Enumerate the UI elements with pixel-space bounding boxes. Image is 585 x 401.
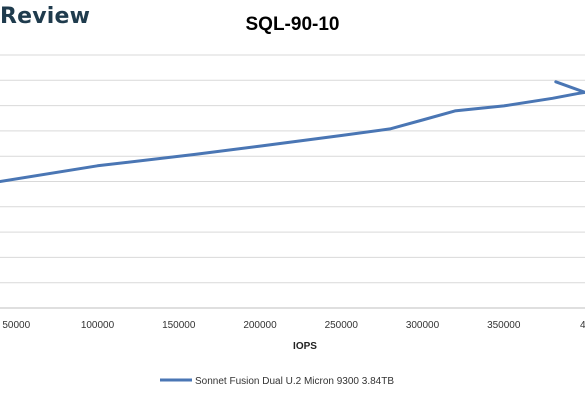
x-tick-label: 250000 <box>325 320 359 331</box>
x-tick-label: 100000 <box>81 320 115 331</box>
series-lines <box>0 80 585 183</box>
brand-logo-text: Review <box>0 4 91 29</box>
x-tick-labels: 50000 100000 150000 200000 250000 300000 35000… <box>2 320 585 331</box>
x-tick-label: 4 <box>580 320 585 331</box>
x-tick-label: 350000 <box>487 320 521 331</box>
chart-title: SQL-90-10 <box>245 14 340 35</box>
legend-label: Sonnet Fusion Dual U.2 Micron 9300 3.84T… <box>195 376 394 387</box>
series-line <box>0 80 585 183</box>
legend: Sonnet Fusion Dual U.2 Micron 9300 3.84T… <box>160 376 394 387</box>
x-axis-label: IOPS <box>293 341 317 352</box>
x-tick-label: 300000 <box>406 320 440 331</box>
x-tick-label: 50000 <box>2 320 30 331</box>
gridlines <box>0 54 585 284</box>
x-tick-label: 200000 <box>243 320 277 331</box>
x-tick-label: 150000 <box>162 320 196 331</box>
